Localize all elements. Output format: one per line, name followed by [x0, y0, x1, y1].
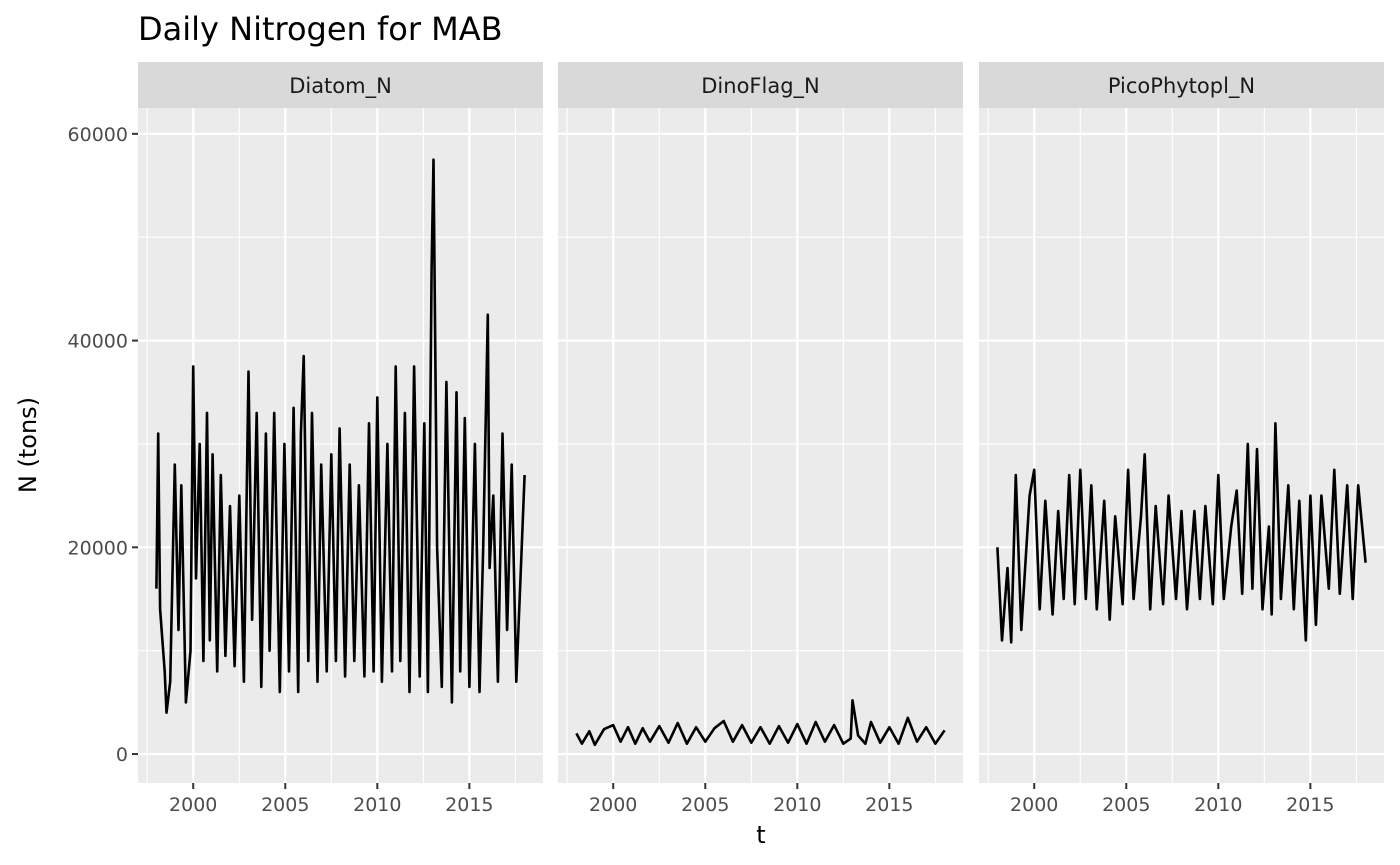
- facet-strip-label: Diatom_N: [289, 74, 392, 99]
- facet-strip: [138, 62, 543, 108]
- y-tick-label: 60000: [68, 124, 128, 146]
- facet-strip: [558, 62, 963, 108]
- x-tick-label: 2000: [169, 794, 217, 816]
- facet-diatom-n: Diatom_N 2000 2005 2010 2015: [138, 62, 543, 816]
- facet-strip: [979, 62, 1384, 108]
- x-tick-label: 2015: [445, 794, 493, 816]
- facet-dinoflag-n: DinoFlag_N 2000 2005 2010 2015: [558, 62, 963, 816]
- x-tick-label: 2015: [865, 794, 913, 816]
- x-tick-label: 2015: [1286, 794, 1334, 816]
- y-tick-label: 40000: [68, 331, 128, 353]
- y-axis: 0 20000 40000 60000: [68, 124, 138, 766]
- y-tick-label: 20000: [68, 537, 128, 559]
- x-tick-label: 2005: [261, 794, 309, 816]
- x-tick-label: 2010: [353, 794, 401, 816]
- facet-strip-label: PicoPhytopl_N: [1108, 74, 1255, 99]
- x-tick-label: 2005: [681, 794, 729, 816]
- chart-title: Daily Nitrogen for MAB: [138, 10, 503, 48]
- panel-background: [979, 108, 1384, 783]
- y-axis-title: N (tons): [14, 397, 42, 493]
- panel-background: [558, 108, 963, 783]
- x-tick-label: 2000: [1010, 794, 1058, 816]
- y-tick-label: 0: [116, 744, 128, 766]
- x-tick-label: 2010: [1194, 794, 1242, 816]
- panels: Diatom_N 2000 2005 2010 2015 DinoFlag_N 2000 20…: [138, 62, 1384, 816]
- facet-strip-label: DinoFlag_N: [701, 74, 819, 99]
- series-line-dinoflag-n: [575, 699, 946, 747]
- x-tick-label: 2005: [1102, 794, 1150, 816]
- facet-picophytopl-n: PicoPhytopl_N 2000 2005 2010 2015: [979, 62, 1384, 816]
- series-line-picophytopl-n: [996, 422, 1367, 644]
- series-line-diatom-n: [155, 158, 526, 714]
- x-tick-label: 2000: [589, 794, 637, 816]
- x-axis-title: t: [756, 821, 765, 849]
- x-tick-label: 2010: [773, 794, 821, 816]
